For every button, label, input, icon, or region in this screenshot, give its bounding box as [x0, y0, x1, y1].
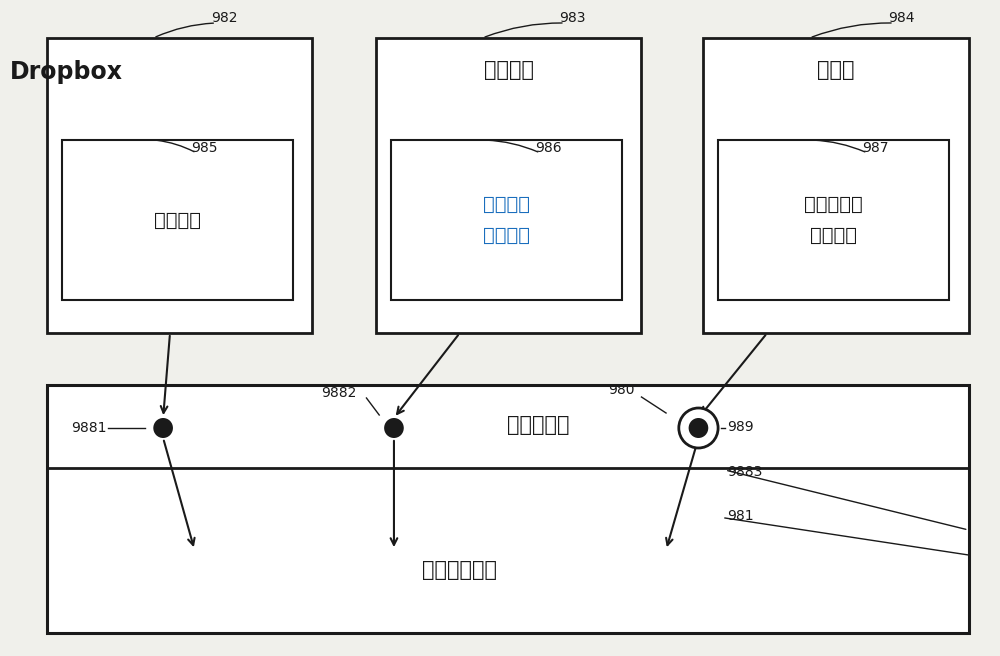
- Text: 不可兼容的
原始工具: 不可兼容的 原始工具: [804, 195, 863, 245]
- Bar: [718, 140, 949, 300]
- Circle shape: [679, 408, 718, 448]
- Bar: [376, 38, 641, 333]
- Text: 服务器: 服务器: [817, 60, 855, 80]
- Text: 980: 980: [609, 383, 635, 397]
- Text: 982: 982: [211, 11, 237, 25]
- Text: 9883: 9883: [727, 465, 762, 479]
- Circle shape: [689, 418, 708, 438]
- Circle shape: [384, 418, 404, 438]
- Text: 981: 981: [727, 509, 754, 523]
- Text: Dropbox: Dropbox: [10, 60, 123, 84]
- Text: 可兼容的
原始工具: 可兼容的 原始工具: [483, 195, 530, 245]
- Text: 个人工作空间: 个人工作空间: [422, 560, 497, 580]
- Text: 985: 985: [191, 141, 218, 155]
- Text: 989: 989: [727, 420, 754, 434]
- Text: 统一化脚本: 统一化脚本: [507, 415, 570, 435]
- Bar: [62, 140, 293, 300]
- Text: 9882: 9882: [321, 386, 357, 400]
- Text: 987: 987: [862, 141, 889, 155]
- Circle shape: [153, 418, 173, 438]
- Text: 983: 983: [559, 11, 586, 25]
- Text: 原始信息: 原始信息: [154, 211, 201, 230]
- Text: 984: 984: [889, 11, 915, 25]
- Bar: [47, 38, 312, 333]
- Text: 云端硬盘: 云端硬盘: [484, 60, 534, 80]
- Text: 986: 986: [535, 141, 561, 155]
- Bar: [703, 38, 969, 333]
- Text: 9881: 9881: [71, 421, 106, 435]
- Bar: [47, 385, 969, 633]
- Bar: [391, 140, 622, 300]
